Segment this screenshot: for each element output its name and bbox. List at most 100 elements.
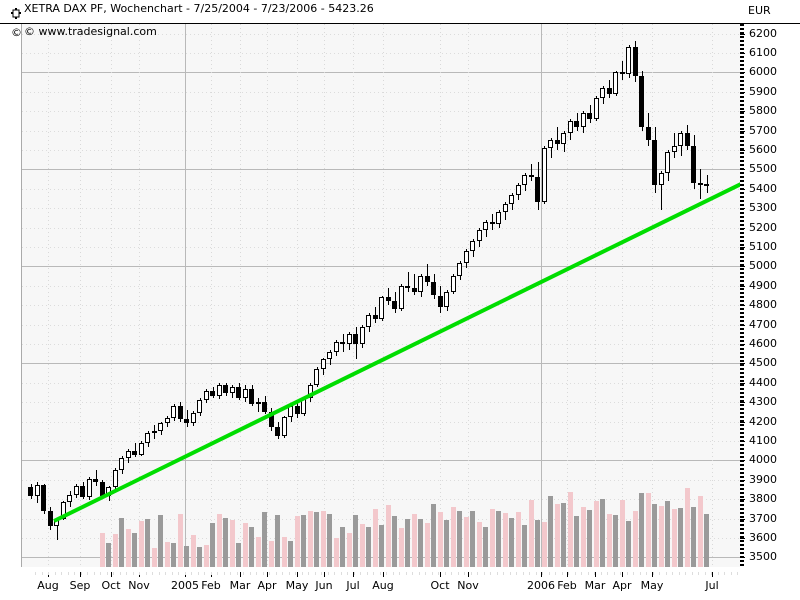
candle-body-down: [132, 450, 137, 455]
time-tick-minor: [152, 572, 153, 575]
candle-body-up: [665, 151, 670, 174]
volume-bar: [288, 541, 293, 567]
hgrid-dotted: [22, 189, 740, 190]
candle-body-up: [399, 285, 404, 310]
volume-bar: [327, 514, 332, 567]
time-tick-label: Apr: [257, 579, 277, 592]
price-axis[interactable]: 6200 6100 6000 5900 5800 5700 5600 5500 5400 5300…: [740, 24, 800, 567]
time-tick-minor: [360, 572, 361, 575]
volume-bar: [561, 503, 566, 567]
time-tick-minor: [42, 572, 43, 575]
candle-body-down: [639, 76, 644, 127]
hgrid-dotted: [22, 208, 740, 209]
volume-bar: [516, 512, 521, 567]
volume-bar: [379, 525, 384, 567]
copyright-text: © www.tradesignal.com: [24, 25, 157, 38]
candle-body-up: [334, 342, 339, 352]
time-tick-minor: [191, 572, 192, 575]
candle-body-up: [243, 388, 248, 399]
time-tick-minor: [159, 572, 160, 575]
time-tick-label: Jun: [315, 579, 333, 592]
price-tick: [740, 480, 745, 481]
price-tick-label: 5300: [749, 201, 777, 214]
vgrid-dotted: [267, 24, 268, 567]
volume-bar: [301, 515, 306, 567]
candle-body-up: [451, 276, 456, 292]
time-tick: [541, 572, 542, 577]
time-axis[interactable]: Aug Sep Oct Nov 2005 Feb Mar Apr May Jun Jul Aug Oct…: [0, 567, 800, 600]
candle-body-down: [405, 285, 410, 288]
time-tick-minor: [464, 572, 465, 575]
time-tick-minor: [211, 572, 212, 575]
time-tick-label: Apr: [612, 579, 632, 592]
time-tick-minor: [445, 572, 446, 575]
volume-bar: [197, 547, 202, 567]
time-tick-minor: [295, 572, 296, 575]
volume-bar: [282, 537, 287, 567]
vgrid-dotted: [48, 24, 49, 567]
vgrid-dotted: [139, 24, 140, 567]
price-tick-label: 4500: [749, 356, 777, 369]
volume-bar: [230, 520, 235, 567]
candle-body-up: [139, 442, 144, 455]
volume-bar: [139, 521, 144, 567]
vgrid-dotted: [622, 24, 623, 567]
time-tick-minor: [601, 572, 602, 575]
time-tick-minor: [217, 572, 218, 575]
price-tick-label: 3700: [749, 512, 777, 525]
time-tick-minor: [692, 572, 693, 575]
volume-bar: [269, 541, 274, 567]
time-tick: [440, 572, 441, 577]
time-tick-minor: [724, 572, 725, 575]
price-tick: [740, 460, 745, 461]
volume-bar: [483, 527, 488, 567]
time-tick-minor: [633, 572, 634, 575]
candle-body-up: [626, 47, 631, 75]
candle-body-up: [360, 326, 365, 344]
price-plot-area[interactable]: [22, 24, 740, 567]
candle-body-down: [412, 287, 417, 292]
time-tick-label: May: [640, 579, 664, 592]
time-tick-minor: [438, 572, 439, 575]
time-tick-minor: [529, 572, 530, 575]
hgrid-solid: [22, 363, 740, 364]
candle-body-up: [704, 184, 709, 187]
time-tick-minor: [503, 572, 504, 575]
volume-bar: [613, 515, 618, 567]
volume-bar: [431, 504, 436, 567]
hgrid-dotted: [22, 441, 740, 442]
time-tick: [297, 572, 298, 577]
price-tick-label: 4600: [749, 337, 777, 350]
time-tick-minor: [412, 572, 413, 575]
hgrid-solid: [22, 72, 740, 73]
time-tick-minor: [718, 572, 719, 575]
candle-body-down: [529, 175, 534, 178]
volume-bar: [626, 521, 631, 567]
price-tick: [740, 344, 745, 345]
time-tick-label: 2006: [527, 579, 555, 592]
candle-wick: [551, 138, 552, 158]
time-tick-label: Mar: [584, 579, 606, 592]
time-tick-minor: [74, 572, 75, 575]
time-tick: [468, 572, 469, 577]
candle-wick: [375, 307, 376, 323]
time-tick-minor: [35, 572, 36, 575]
volume-bar: [171, 543, 176, 567]
time-tick-minor: [107, 572, 108, 575]
candle-body-down: [698, 183, 703, 186]
price-tick-label: 5100: [749, 240, 777, 253]
price-tick: [740, 422, 745, 423]
time-tick-minor: [81, 572, 82, 575]
price-tick: [740, 53, 745, 54]
time-tick-minor: [705, 572, 706, 575]
candle-body-up: [327, 351, 332, 360]
volume-bar: [555, 504, 560, 567]
candle-body-up: [74, 485, 79, 496]
time-tick-label: Aug: [372, 579, 394, 592]
vgrid-dotted: [652, 24, 653, 567]
candle-body-up: [256, 402, 261, 405]
vgrid-dotted: [111, 24, 112, 567]
volume-bar: [314, 512, 319, 567]
volume-bar: [509, 518, 514, 567]
time-tick-minor: [204, 572, 205, 575]
